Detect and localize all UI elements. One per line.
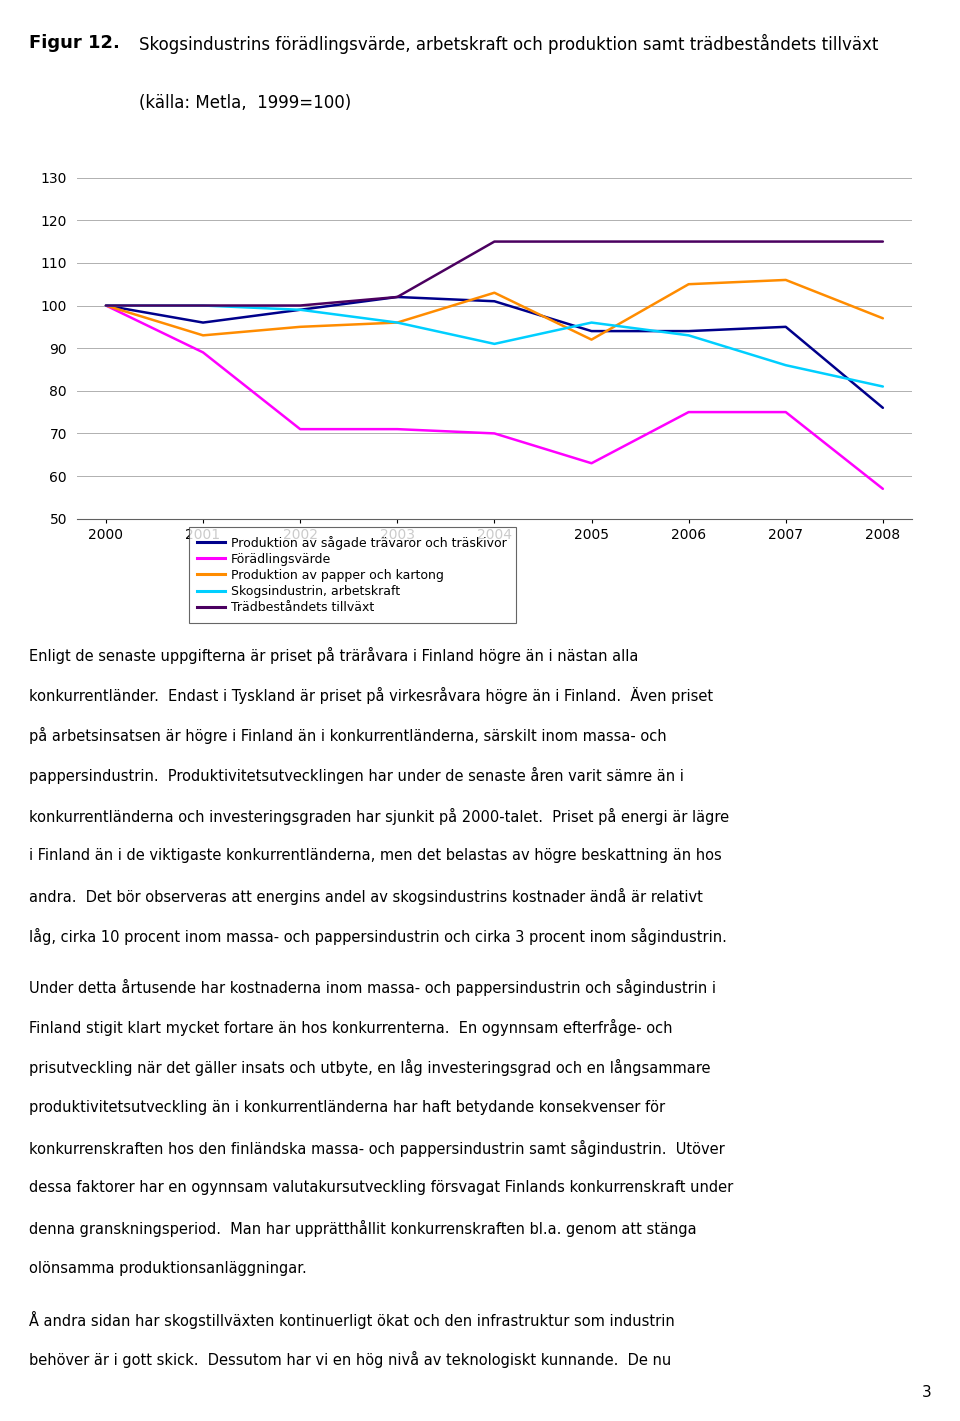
Text: Skogsindustrins förädlingsvärde, arbetskraft och produktion samt trädbeståndets : Skogsindustrins förädlingsvärde, arbetsk… (139, 34, 878, 54)
Text: (källa: Metla,  1999=100): (källa: Metla, 1999=100) (139, 94, 351, 112)
Text: konkurrentländerna och investeringsgraden har sjunkit på 2000-talet.  Priset på : konkurrentländerna och investeringsgrade… (29, 807, 729, 824)
Text: prisutveckling när det gäller insats och utbyte, en låg investeringsgrad och en : prisutveckling när det gäller insats och… (29, 1059, 710, 1076)
Text: Enligt de senaste uppgifterna är priset på träråvara i Finland högre än i nästan: Enligt de senaste uppgifterna är priset … (29, 647, 638, 664)
Text: produktivitetsutveckling än i konkurrentländerna har haft betydande konsekvenser: produktivitetsutveckling än i konkurrent… (29, 1100, 665, 1114)
Text: Under detta årtusende har kostnaderna inom massa- och pappersindustrin och sågin: Under detta årtusende har kostnaderna in… (29, 979, 716, 996)
Text: konkurrenskraften hos den finländska massa- och pappersindustrin samt sågindustr: konkurrenskraften hos den finländska mas… (29, 1140, 725, 1157)
Legend: Produktion av sågade trävaror och träskivor, Förädlingsvärde, Produktion av papp: Produktion av sågade trävaror och träski… (189, 527, 516, 622)
Text: olönsamma produktionsanläggningar.: olönsamma produktionsanläggningar. (29, 1260, 306, 1276)
Text: pappersindustrin.  Produktivitetsutvecklingen har under de senaste åren varit sä: pappersindustrin. Produktivitetsutveckli… (29, 767, 684, 784)
Text: behöver är i gott skick.  Dessutom har vi en hög nivå av teknologiskt kunnande. : behöver är i gott skick. Dessutom har vi… (29, 1351, 671, 1368)
Text: i Finland än i de viktigaste konkurrentländerna, men det belastas av högre beska: i Finland än i de viktigaste konkurrentl… (29, 848, 722, 863)
Text: dessa faktorer har en ogynnsam valutakursutveckling försvagat Finlands konkurren: dessa faktorer har en ogynnsam valutakur… (29, 1181, 733, 1195)
Text: Å andra sidan har skogstillväxten kontinuerligt ökat och den infrastruktur som i: Å andra sidan har skogstillväxten kontin… (29, 1312, 675, 1329)
Text: låg, cirka 10 procent inom massa- och pappersindustrin och cirka 3 procent inom : låg, cirka 10 procent inom massa- och pa… (29, 928, 727, 945)
Text: Figur 12.: Figur 12. (29, 34, 120, 53)
Text: Finland stigit klart mycket fortare än hos konkurrenterna.  En ogynnsam efterfrå: Finland stigit klart mycket fortare än h… (29, 1019, 672, 1036)
Text: andra.  Det bör observeras att energins andel av skogsindustrins kostnader ändå : andra. Det bör observeras att energins a… (29, 888, 703, 905)
Text: konkurrentländer.  Endast i Tyskland är priset på virkesråvara högre än i Finlan: konkurrentländer. Endast i Tyskland är p… (29, 686, 713, 703)
Text: denna granskningsperiod.  Man har upprätthållit konkurrenskraften bl.a. genom at: denna granskningsperiod. Man har upprätt… (29, 1221, 696, 1238)
Text: på arbetsinsatsen är högre i Finland än i konkurrentländerna, särskilt inom mass: på arbetsinsatsen är högre i Finland än … (29, 728, 666, 745)
Text: 3: 3 (922, 1385, 931, 1400)
